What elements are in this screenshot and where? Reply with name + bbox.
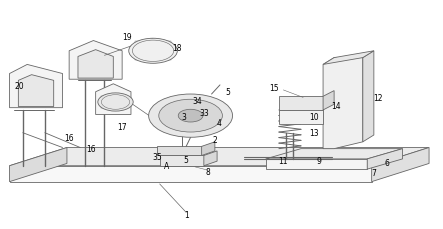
Polygon shape [96,84,131,114]
Text: 16: 16 [64,134,74,143]
Text: 18: 18 [173,44,182,53]
Polygon shape [10,147,67,182]
Polygon shape [157,146,202,155]
Polygon shape [367,149,403,169]
Polygon shape [10,166,372,182]
Polygon shape [69,41,122,79]
Text: 10: 10 [309,113,319,123]
Circle shape [149,94,233,137]
Text: 11: 11 [279,157,288,166]
Polygon shape [18,75,54,106]
Polygon shape [159,155,204,166]
Circle shape [159,99,222,132]
Text: 7: 7 [371,169,376,178]
Polygon shape [78,50,113,78]
Text: 12: 12 [373,94,383,103]
Text: 15: 15 [270,84,279,93]
Circle shape [129,38,177,63]
Circle shape [178,109,203,122]
Polygon shape [266,159,367,169]
Text: 20: 20 [15,82,24,90]
Polygon shape [323,91,334,110]
Text: 9: 9 [316,157,321,166]
Polygon shape [10,147,429,166]
Polygon shape [363,51,374,142]
Polygon shape [323,51,374,64]
Polygon shape [204,151,217,166]
Polygon shape [279,96,323,110]
Text: 6: 6 [385,159,389,168]
Text: 4: 4 [217,119,222,128]
Text: 8: 8 [206,168,210,177]
Text: 14: 14 [331,102,341,111]
Polygon shape [372,147,429,182]
Text: 5: 5 [225,88,230,97]
Polygon shape [279,110,323,124]
Text: 13: 13 [309,129,319,138]
Circle shape [98,93,133,111]
Text: 2: 2 [213,136,217,145]
Text: 34: 34 [192,97,202,106]
Text: A: A [163,162,169,171]
Text: 3: 3 [182,113,187,122]
Text: 33: 33 [199,109,209,118]
Text: 5: 5 [184,155,189,164]
Text: 35: 35 [152,153,162,162]
Text: 19: 19 [122,33,132,42]
Polygon shape [266,149,403,159]
Text: 1: 1 [184,211,189,220]
Polygon shape [323,58,363,149]
Polygon shape [10,64,62,108]
Polygon shape [202,142,215,155]
Text: 17: 17 [117,123,127,131]
Text: 16: 16 [86,145,96,154]
